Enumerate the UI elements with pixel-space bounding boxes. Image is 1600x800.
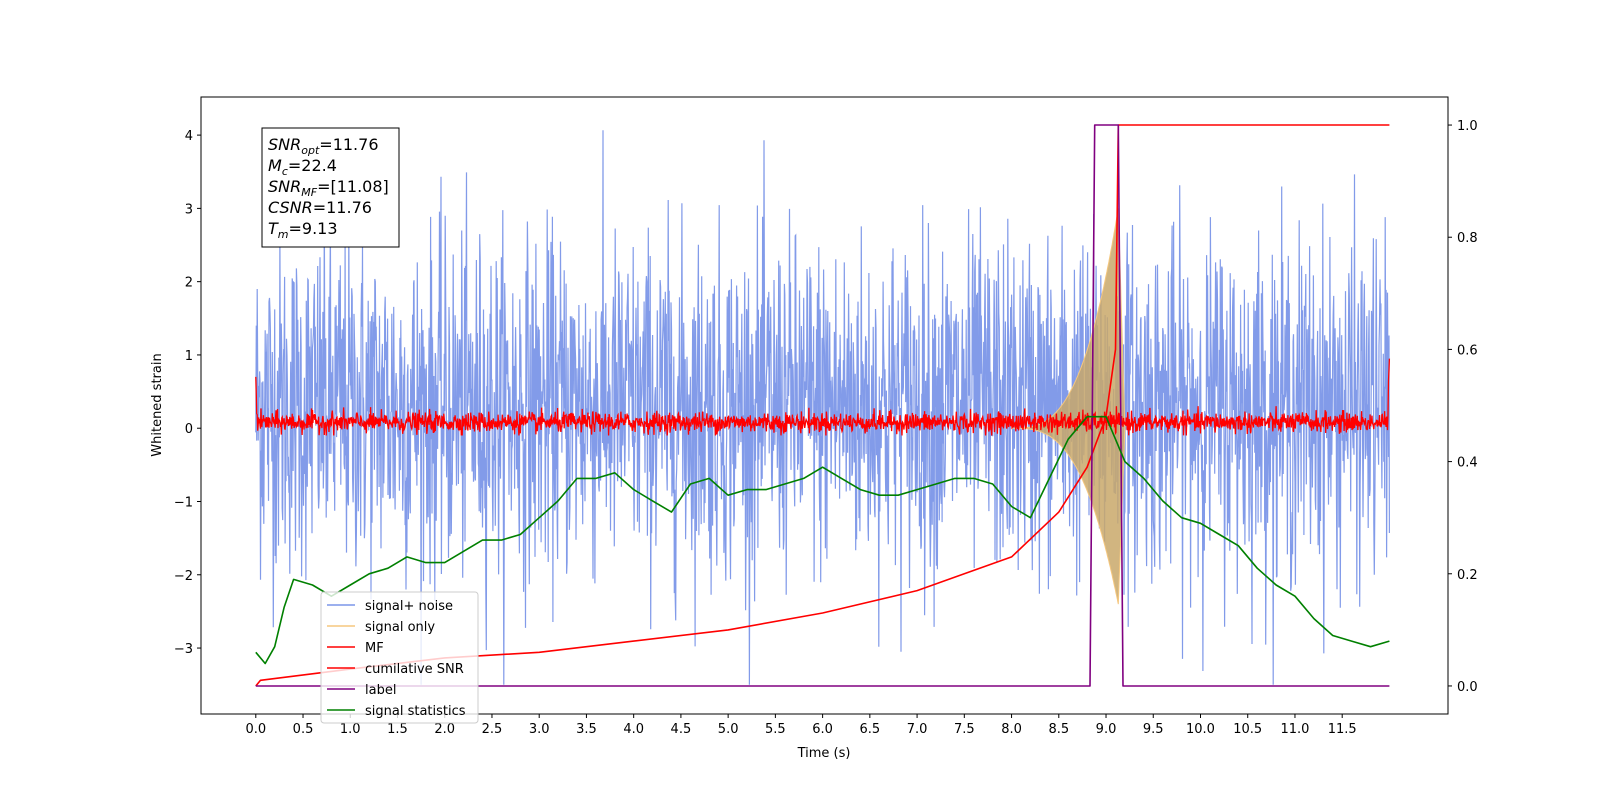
y2-tick-label: 0.8 bbox=[1457, 231, 1478, 246]
x-tick-label: 7.5 bbox=[954, 722, 975, 737]
y-tick-label: 1 bbox=[185, 349, 193, 364]
x-axis-label: Time (s) bbox=[797, 746, 851, 761]
y-axis-left: −3 −2 −1 0 1 2 3 4 bbox=[174, 129, 201, 657]
annotation-box: SNRopt=11.76Mc=22.4SNRMF=[11.08]CSNR=11.… bbox=[261, 127, 400, 248]
y-tick-label: 0 bbox=[185, 422, 193, 437]
legend-label: signal only bbox=[365, 620, 435, 635]
y-tick-label: −1 bbox=[174, 495, 193, 510]
x-tick-label: 1.5 bbox=[387, 722, 408, 737]
annotation-line: SNRMF=[11.08] bbox=[268, 177, 389, 199]
y-tick-label: 3 bbox=[185, 202, 193, 217]
annotation-line: Mc=22.4 bbox=[268, 156, 337, 178]
legend-label: label bbox=[365, 683, 396, 698]
x-tick-label: 5.0 bbox=[718, 722, 739, 737]
y2-tick-label: 1.0 bbox=[1457, 119, 1478, 134]
y2-tick-label: 0.6 bbox=[1457, 343, 1478, 358]
annotation-line: Tm=9.13 bbox=[268, 219, 338, 241]
x-tick-label: 10.0 bbox=[1186, 722, 1215, 737]
x-tick-label: 0.0 bbox=[245, 722, 266, 737]
annotation-frame bbox=[261, 127, 400, 248]
series-signal-statistics bbox=[255, 415, 1390, 665]
x-axis: 0.0 0.5 1.0 1.5 2.0 2.5 3.0 3.5 4.0 4.5 5.0 5.5 6.0 6… bbox=[245, 714, 1357, 737]
x-tick-label: 3.5 bbox=[576, 722, 597, 737]
x-tick-label: 9.5 bbox=[1143, 722, 1164, 737]
x-tick-label: 8.0 bbox=[1001, 722, 1022, 737]
x-tick-label: 11.5 bbox=[1328, 722, 1357, 737]
y2-tick-label: 0.4 bbox=[1457, 456, 1478, 471]
plot-area bbox=[255, 124, 1391, 687]
y-axis-right: 0.0 0.2 0.4 0.6 0.8 1.0 bbox=[1448, 119, 1478, 695]
x-tick-label: 3.0 bbox=[529, 722, 550, 737]
y2-tick-label: 0.0 bbox=[1457, 680, 1478, 695]
annotation-line: SNRopt=11.76 bbox=[268, 135, 379, 157]
x-tick-label: 7.0 bbox=[907, 722, 928, 737]
x-tick-label: 11.0 bbox=[1280, 722, 1309, 737]
x-tick-label: 4.0 bbox=[623, 722, 644, 737]
y-tick-label: 4 bbox=[185, 129, 193, 144]
legend-frame bbox=[320, 591, 479, 724]
x-tick-label: 4.5 bbox=[671, 722, 692, 737]
x-tick-label: 9.0 bbox=[1096, 722, 1117, 737]
x-tick-label: 2.0 bbox=[434, 722, 455, 737]
series-signal-noise bbox=[255, 130, 1390, 685]
x-tick-label: 6.0 bbox=[812, 722, 833, 737]
x-tick-label: 6.5 bbox=[860, 722, 881, 737]
y2-tick-label: 0.2 bbox=[1457, 568, 1478, 583]
x-tick-label: 0.5 bbox=[293, 722, 314, 737]
legend-label: cumilative SNR bbox=[365, 662, 464, 677]
legend: signal+ noise signal only MF cumilative SNR… bbox=[320, 591, 479, 724]
y-tick-label: −3 bbox=[174, 642, 193, 657]
plot-frame bbox=[200, 96, 1449, 715]
series-mf bbox=[255, 358, 1391, 436]
legend-label: MF bbox=[365, 641, 384, 656]
series-label bbox=[255, 124, 1390, 687]
y-axis-label: Whitened strain bbox=[150, 353, 165, 456]
x-tick-label: 10.5 bbox=[1233, 722, 1262, 737]
legend-label: signal+ noise bbox=[365, 599, 453, 614]
x-tick-label: 1.0 bbox=[340, 722, 361, 737]
x-tick-label: 5.5 bbox=[765, 722, 786, 737]
x-tick-label: 8.5 bbox=[1048, 722, 1069, 737]
series-signal-only bbox=[1011, 208, 1126, 605]
y-tick-label: 2 bbox=[185, 276, 193, 291]
x-tick-label: 2.5 bbox=[482, 722, 503, 737]
annotation-line: CSNR=11.76 bbox=[268, 198, 372, 217]
legend-label: signal statistics bbox=[365, 704, 466, 719]
y-tick-label: −2 bbox=[174, 569, 193, 584]
